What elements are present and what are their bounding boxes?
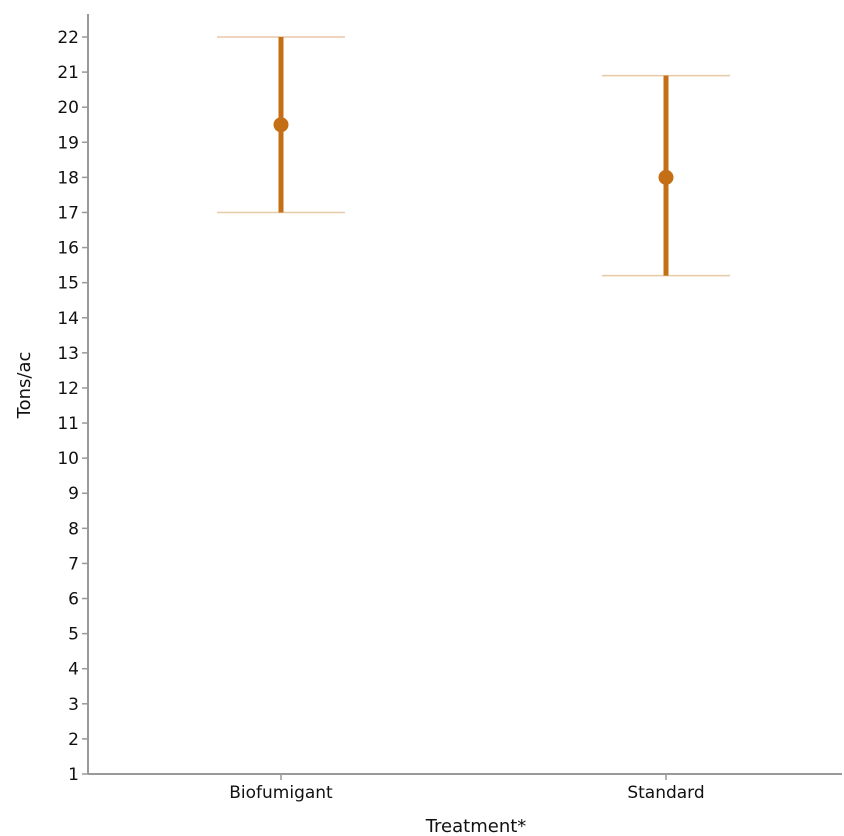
mean-point (273, 117, 289, 133)
y-tick-label: 7 (68, 554, 79, 574)
y-tick-label: 22 (57, 28, 79, 48)
y-tick-label: 21 (57, 63, 79, 83)
y-tick-label: 6 (68, 590, 79, 610)
y-tick-label: 17 (57, 203, 79, 223)
y-tick-label: 10 (57, 449, 79, 469)
y-tick-label: 15 (57, 274, 79, 294)
y-tick-label: 5 (68, 625, 79, 645)
mean-point (658, 169, 674, 185)
x-tick-label: Standard (627, 783, 704, 803)
y-tick-label: 9 (68, 484, 79, 504)
y-tick-label: 4 (68, 660, 79, 680)
x-axis-title: Treatment* (425, 816, 527, 836)
x-axis-ticks: Biofumigant Standard (229, 774, 705, 803)
y-tick-label: 2 (68, 730, 79, 750)
y-tick-label: 13 (57, 344, 79, 364)
error-bars (217, 36, 730, 277)
x-tick-label: Biofumigant (229, 783, 333, 803)
y-tick-label: 18 (57, 168, 79, 188)
y-tick-label: 16 (57, 239, 79, 259)
y-axis-title: Tons/ac (14, 352, 35, 420)
y-tick-label: 19 (57, 133, 79, 153)
y-tick-label: 20 (57, 98, 79, 118)
y-tick-label: 14 (57, 309, 79, 329)
y-tick-label: 8 (68, 519, 79, 539)
y-tick-label: 11 (57, 414, 79, 434)
y-tick-label: 12 (57, 379, 79, 399)
y-tick-label: 1 (68, 765, 79, 785)
y-tick-label: 3 (68, 695, 79, 715)
